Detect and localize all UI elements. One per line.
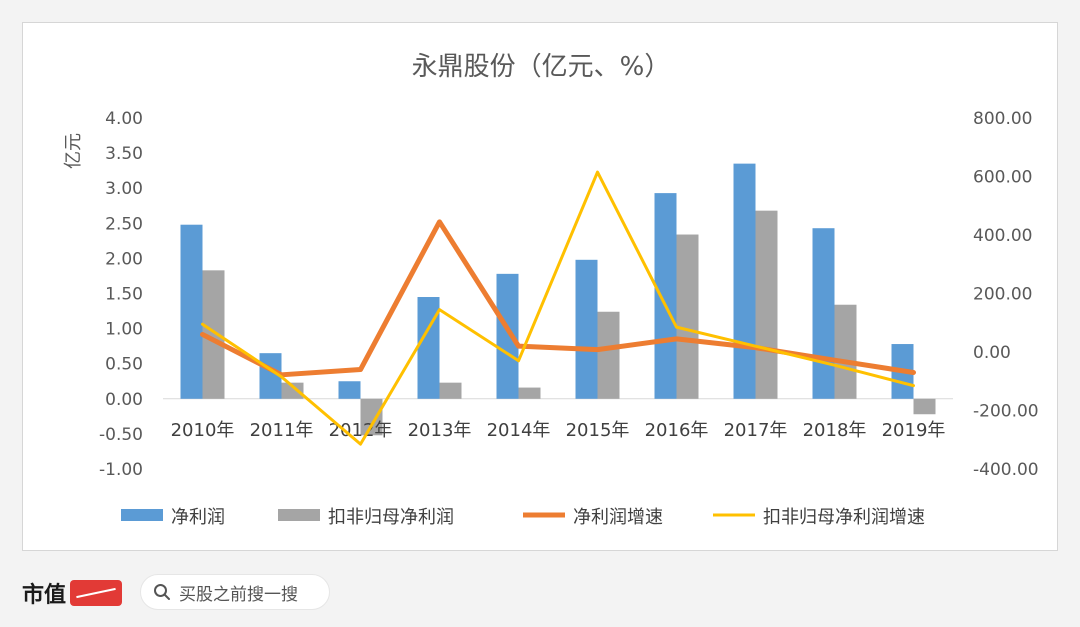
right-tick-label: -400.00 (973, 460, 1039, 480)
site-logo[interactable]: 市值 (22, 576, 123, 610)
bar (834, 304, 857, 399)
y-axis-label: 亿元 (63, 133, 84, 169)
category-label: 2011年 (250, 420, 314, 441)
line-series-2 (201, 170, 915, 446)
left-axis-ticks: 4.00 3.50 3.00 2.50 2.00 1.50 1.00 0.50 0.00 -0.5… (99, 109, 143, 480)
category-label: 2012年 (329, 420, 393, 441)
category-label: 2018年 (803, 420, 867, 441)
footer: 市值 买股之前搜一搜 (0, 560, 1080, 627)
right-tick-label: 800.00 (973, 109, 1032, 129)
right-tick-label: 0.00 (973, 343, 1011, 363)
right-tick-label: 200.00 (973, 285, 1032, 305)
bar (338, 381, 361, 399)
left-tick-label: 1.00 (105, 320, 143, 340)
bar-series-1 (180, 163, 914, 399)
bar (755, 210, 778, 399)
search-placeholder: 买股之前搜一搜 (179, 584, 298, 605)
right-tick-label: 400.00 (973, 226, 1032, 246)
left-tick-label: 0.50 (105, 355, 143, 375)
site-logo-mark (70, 580, 123, 606)
chart-svg: 永鼎股份（亿元、%） 亿元 4.00 3.50 3.00 2.50 2.00 1.50 1.00… (63, 52, 1039, 528)
left-tick-label: 2.50 (105, 214, 143, 234)
bar-series-2 (202, 210, 936, 436)
bar (597, 311, 620, 399)
category-labels: 2010年 2011年 2012年 2013年 2014年 2015年 2016年 2017年… (171, 420, 946, 441)
bar (202, 270, 225, 399)
left-tick-label: 0.00 (105, 390, 143, 410)
bar (281, 382, 304, 399)
category-label: 2017年 (724, 420, 788, 441)
right-tick-label: 600.00 (973, 168, 1032, 188)
right-tick-label: -200.00 (973, 402, 1039, 422)
category-label: 2010年 (171, 420, 235, 441)
legend-label: 净利润 (171, 507, 225, 528)
bar (496, 273, 519, 399)
bar (180, 224, 203, 399)
left-tick-label: 4.00 (105, 109, 143, 129)
category-label: 2014年 (487, 420, 551, 441)
bar (439, 382, 462, 399)
bar (575, 259, 598, 399)
left-tick-label: 2.00 (105, 249, 143, 269)
chart-panel: 永鼎股份（亿元、%） 亿元 4.00 3.50 3.00 2.50 2.00 1.50 1.00… (22, 22, 1058, 551)
legend: 净利润 扣非归母净利润 净利润增速 扣非归母净利润增速 (121, 507, 925, 528)
left-tick-label: 3.50 (105, 144, 143, 164)
left-tick-label: 1.50 (105, 285, 143, 305)
chart-title: 永鼎股份（亿元、%） (412, 52, 671, 82)
category-label: 2015年 (566, 420, 630, 441)
left-tick-label: 3.00 (105, 179, 143, 199)
left-tick-label: -0.50 (99, 425, 143, 445)
bar (913, 398, 936, 415)
bar (812, 228, 835, 399)
legend-label: 净利润增速 (573, 507, 663, 528)
category-label: 2019年 (882, 420, 946, 441)
bar (676, 234, 699, 399)
search-icon (154, 584, 170, 600)
legend-label: 扣非归母净利润 (328, 507, 454, 528)
bar (654, 193, 677, 399)
right-axis-ticks: 800.00 600.00 400.00 200.00 0.00 -200.00 -400.… (973, 109, 1039, 480)
bar (733, 163, 756, 399)
category-label: 2013年 (408, 420, 472, 441)
left-tick-label: -1.00 (99, 460, 143, 480)
category-label: 2016年 (645, 420, 709, 441)
search-box[interactable]: 买股之前搜一搜 (140, 574, 330, 610)
legend-swatch (121, 509, 163, 521)
site-logo-text: 市值 (22, 583, 67, 608)
line-series-1 (200, 219, 916, 378)
bar (518, 387, 541, 399)
legend-label: 扣非归母净利润增速 (763, 507, 925, 528)
bar (417, 297, 440, 399)
legend-swatch (278, 509, 320, 521)
bar (360, 398, 383, 436)
